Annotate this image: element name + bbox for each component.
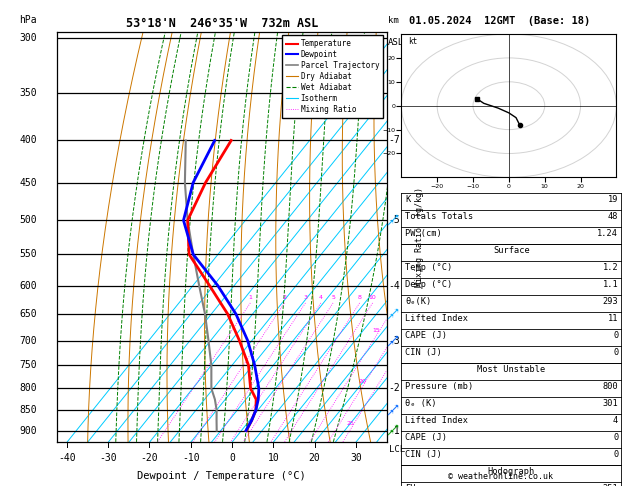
Text: 0: 0 bbox=[613, 331, 618, 340]
Text: CAPE (J): CAPE (J) bbox=[405, 331, 447, 340]
Text: 300: 300 bbox=[19, 33, 36, 43]
Text: 48: 48 bbox=[608, 212, 618, 221]
Text: 20: 20 bbox=[359, 379, 366, 384]
Text: 10: 10 bbox=[267, 452, 279, 463]
Legend: Temperature, Dewpoint, Parcel Trajectory, Dry Adiabat, Wet Adiabat, Isotherm, Mi: Temperature, Dewpoint, Parcel Trajectory… bbox=[282, 35, 383, 118]
Text: 1.2: 1.2 bbox=[603, 263, 618, 272]
Text: -1: -1 bbox=[388, 426, 399, 435]
Text: 3: 3 bbox=[303, 295, 308, 300]
Text: 4: 4 bbox=[319, 295, 323, 300]
Text: →→: →→ bbox=[384, 331, 403, 350]
Text: Lifted Index: Lifted Index bbox=[405, 314, 468, 323]
Text: PW (cm): PW (cm) bbox=[405, 229, 442, 238]
Text: 800: 800 bbox=[19, 383, 36, 393]
Text: 25: 25 bbox=[347, 420, 355, 426]
Text: 8: 8 bbox=[358, 295, 362, 300]
Text: 800: 800 bbox=[603, 382, 618, 391]
Text: hPa: hPa bbox=[19, 16, 36, 25]
Text: -4: -4 bbox=[388, 280, 399, 291]
Text: 750: 750 bbox=[19, 360, 36, 370]
Text: 4: 4 bbox=[613, 416, 618, 425]
Text: Hodograph: Hodograph bbox=[487, 467, 535, 476]
Text: © weatheronline.co.uk: © weatheronline.co.uk bbox=[448, 472, 552, 481]
Text: EH: EH bbox=[405, 484, 416, 486]
Text: Temp (°C): Temp (°C) bbox=[405, 263, 452, 272]
Text: 1.24: 1.24 bbox=[598, 229, 618, 238]
Text: -40: -40 bbox=[58, 452, 75, 463]
Text: -7: -7 bbox=[388, 136, 399, 145]
Text: Dewp (°C): Dewp (°C) bbox=[405, 280, 452, 289]
Text: 0: 0 bbox=[613, 450, 618, 459]
Text: →→: →→ bbox=[384, 421, 403, 440]
Text: Surface: Surface bbox=[493, 246, 530, 255]
Text: 400: 400 bbox=[19, 136, 36, 145]
Text: 700: 700 bbox=[19, 336, 36, 346]
Text: 301: 301 bbox=[603, 399, 618, 408]
Text: Totals Totals: Totals Totals bbox=[405, 212, 474, 221]
Text: Mixing Ratio  (g/kg): Mixing Ratio (g/kg) bbox=[415, 187, 425, 287]
Text: CAPE (J): CAPE (J) bbox=[405, 433, 447, 442]
Text: 0: 0 bbox=[229, 452, 235, 463]
Text: Dewpoint / Temperature (°C): Dewpoint / Temperature (°C) bbox=[137, 471, 306, 481]
Text: θₑ (K): θₑ (K) bbox=[405, 399, 437, 408]
Title: 53°18'N  246°35'W  732m ASL: 53°18'N 246°35'W 732m ASL bbox=[126, 17, 318, 31]
Text: 850: 850 bbox=[19, 405, 36, 415]
Text: 11: 11 bbox=[608, 314, 618, 323]
Text: 01.05.2024  12GMT  (Base: 18): 01.05.2024 12GMT (Base: 18) bbox=[409, 16, 591, 26]
Text: Most Unstable: Most Unstable bbox=[477, 365, 545, 374]
Text: CIN (J): CIN (J) bbox=[405, 450, 442, 459]
Text: kt: kt bbox=[408, 36, 418, 46]
Text: -20: -20 bbox=[141, 452, 159, 463]
Text: -10: -10 bbox=[182, 452, 199, 463]
Text: Pressure (mb): Pressure (mb) bbox=[405, 382, 474, 391]
Text: 30: 30 bbox=[350, 452, 362, 463]
Text: 10: 10 bbox=[369, 295, 376, 300]
Text: →→: →→ bbox=[384, 305, 403, 323]
Text: 550: 550 bbox=[19, 249, 36, 260]
Text: 20: 20 bbox=[309, 452, 320, 463]
Text: 500: 500 bbox=[19, 215, 36, 226]
Text: 350: 350 bbox=[19, 88, 36, 98]
Text: 0: 0 bbox=[613, 348, 618, 357]
Text: km: km bbox=[388, 17, 399, 25]
Text: 1: 1 bbox=[248, 295, 252, 300]
Text: 450: 450 bbox=[19, 177, 36, 188]
Text: 15: 15 bbox=[372, 328, 380, 332]
Text: 650: 650 bbox=[19, 309, 36, 319]
Text: 2: 2 bbox=[282, 295, 286, 300]
Text: -30: -30 bbox=[99, 452, 117, 463]
Text: K: K bbox=[405, 195, 410, 204]
Text: 5: 5 bbox=[331, 295, 335, 300]
Text: 0: 0 bbox=[613, 433, 618, 442]
Text: →→: →→ bbox=[384, 211, 403, 229]
Text: CIN (J): CIN (J) bbox=[405, 348, 442, 357]
Text: →→: →→ bbox=[384, 401, 403, 419]
Text: -3: -3 bbox=[388, 336, 399, 346]
Text: 293: 293 bbox=[603, 297, 618, 306]
Text: LCL: LCL bbox=[389, 445, 405, 454]
Text: θₑ(K): θₑ(K) bbox=[405, 297, 431, 306]
Text: ASL: ASL bbox=[388, 38, 404, 47]
Text: -5: -5 bbox=[388, 215, 399, 226]
Text: 600: 600 bbox=[19, 280, 36, 291]
Text: 19: 19 bbox=[608, 195, 618, 204]
Text: 251: 251 bbox=[603, 484, 618, 486]
Text: Lifted Index: Lifted Index bbox=[405, 416, 468, 425]
Text: 1.1: 1.1 bbox=[603, 280, 618, 289]
Text: -2: -2 bbox=[388, 383, 399, 393]
Text: 900: 900 bbox=[19, 426, 36, 435]
